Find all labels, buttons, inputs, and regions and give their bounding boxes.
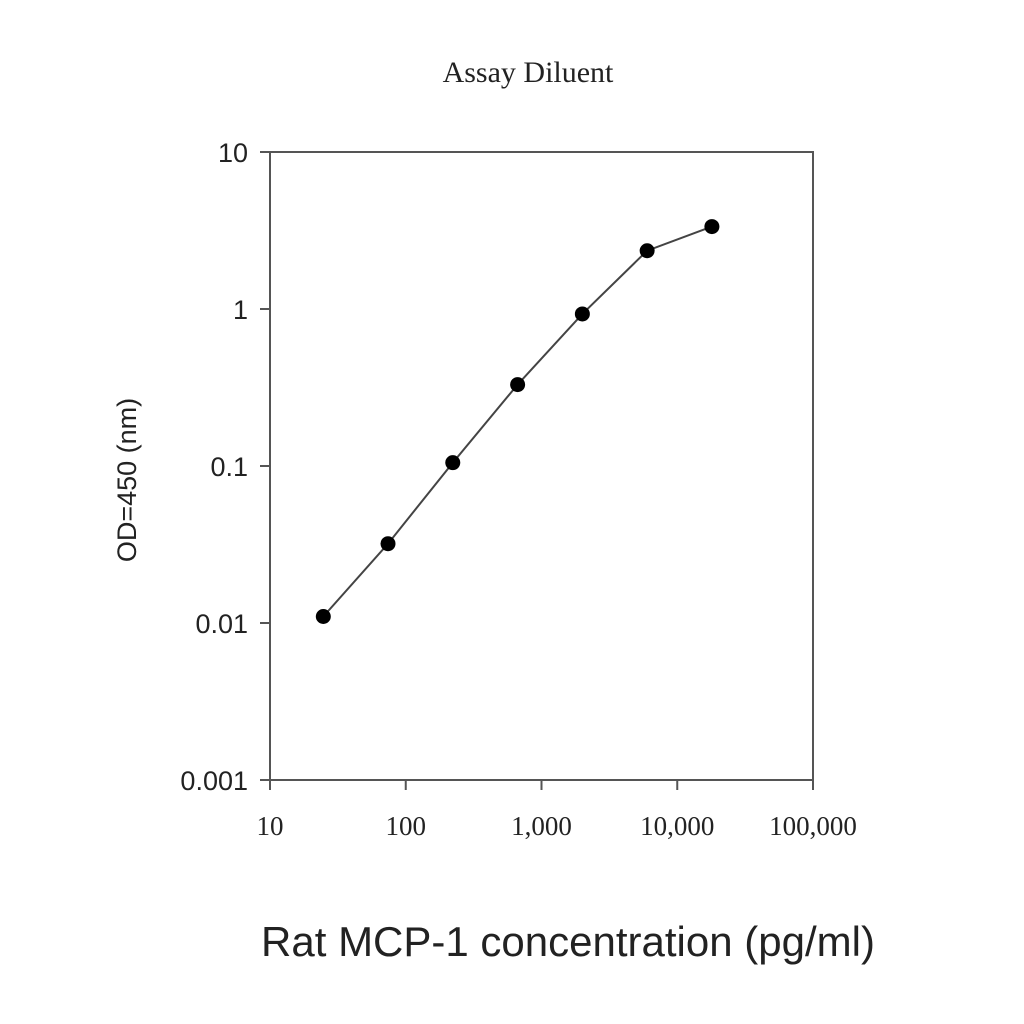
series-line — [322, 225, 713, 618]
y-tick-label-0.001: 0.001 — [180, 766, 248, 796]
data-point — [315, 609, 331, 625]
y-tick-label-0.1: 0.1 — [210, 452, 248, 482]
y-axis-ticks — [260, 151, 270, 781]
plot-frame — [269, 151, 814, 781]
y-axis-tick-labels: 10 1 0.1 0.01 0.001 — [180, 138, 248, 796]
x-axis-ticks — [269, 780, 814, 790]
x-tick-label-100000: 100,000 — [769, 811, 857, 841]
data-point — [639, 243, 655, 259]
x-tick-label-1000: 1,000 — [511, 811, 572, 841]
x-tick-label-100: 100 — [386, 811, 427, 841]
data-point — [704, 219, 720, 235]
y-tick-label-1: 1 — [233, 295, 248, 325]
x-axis-label: Rat MCP-1 concentration (pg/ml) — [261, 918, 875, 965]
series-points — [315, 219, 720, 625]
data-point — [574, 306, 590, 322]
data-point — [380, 536, 396, 552]
x-axis-tick-labels: 10 100 1,000 10,000 100,000 — [257, 811, 857, 841]
y-axis-label: OD=450 (nm) — [112, 398, 142, 562]
y-tick-label-0.01: 0.01 — [195, 609, 248, 639]
x-tick-label-10000: 10,000 — [640, 811, 714, 841]
data-point — [445, 455, 461, 471]
chart-title: Assay Diluent — [443, 56, 614, 89]
x-tick-label-10: 10 — [257, 811, 284, 841]
y-tick-label-10: 10 — [218, 138, 248, 168]
data-point — [510, 377, 526, 393]
